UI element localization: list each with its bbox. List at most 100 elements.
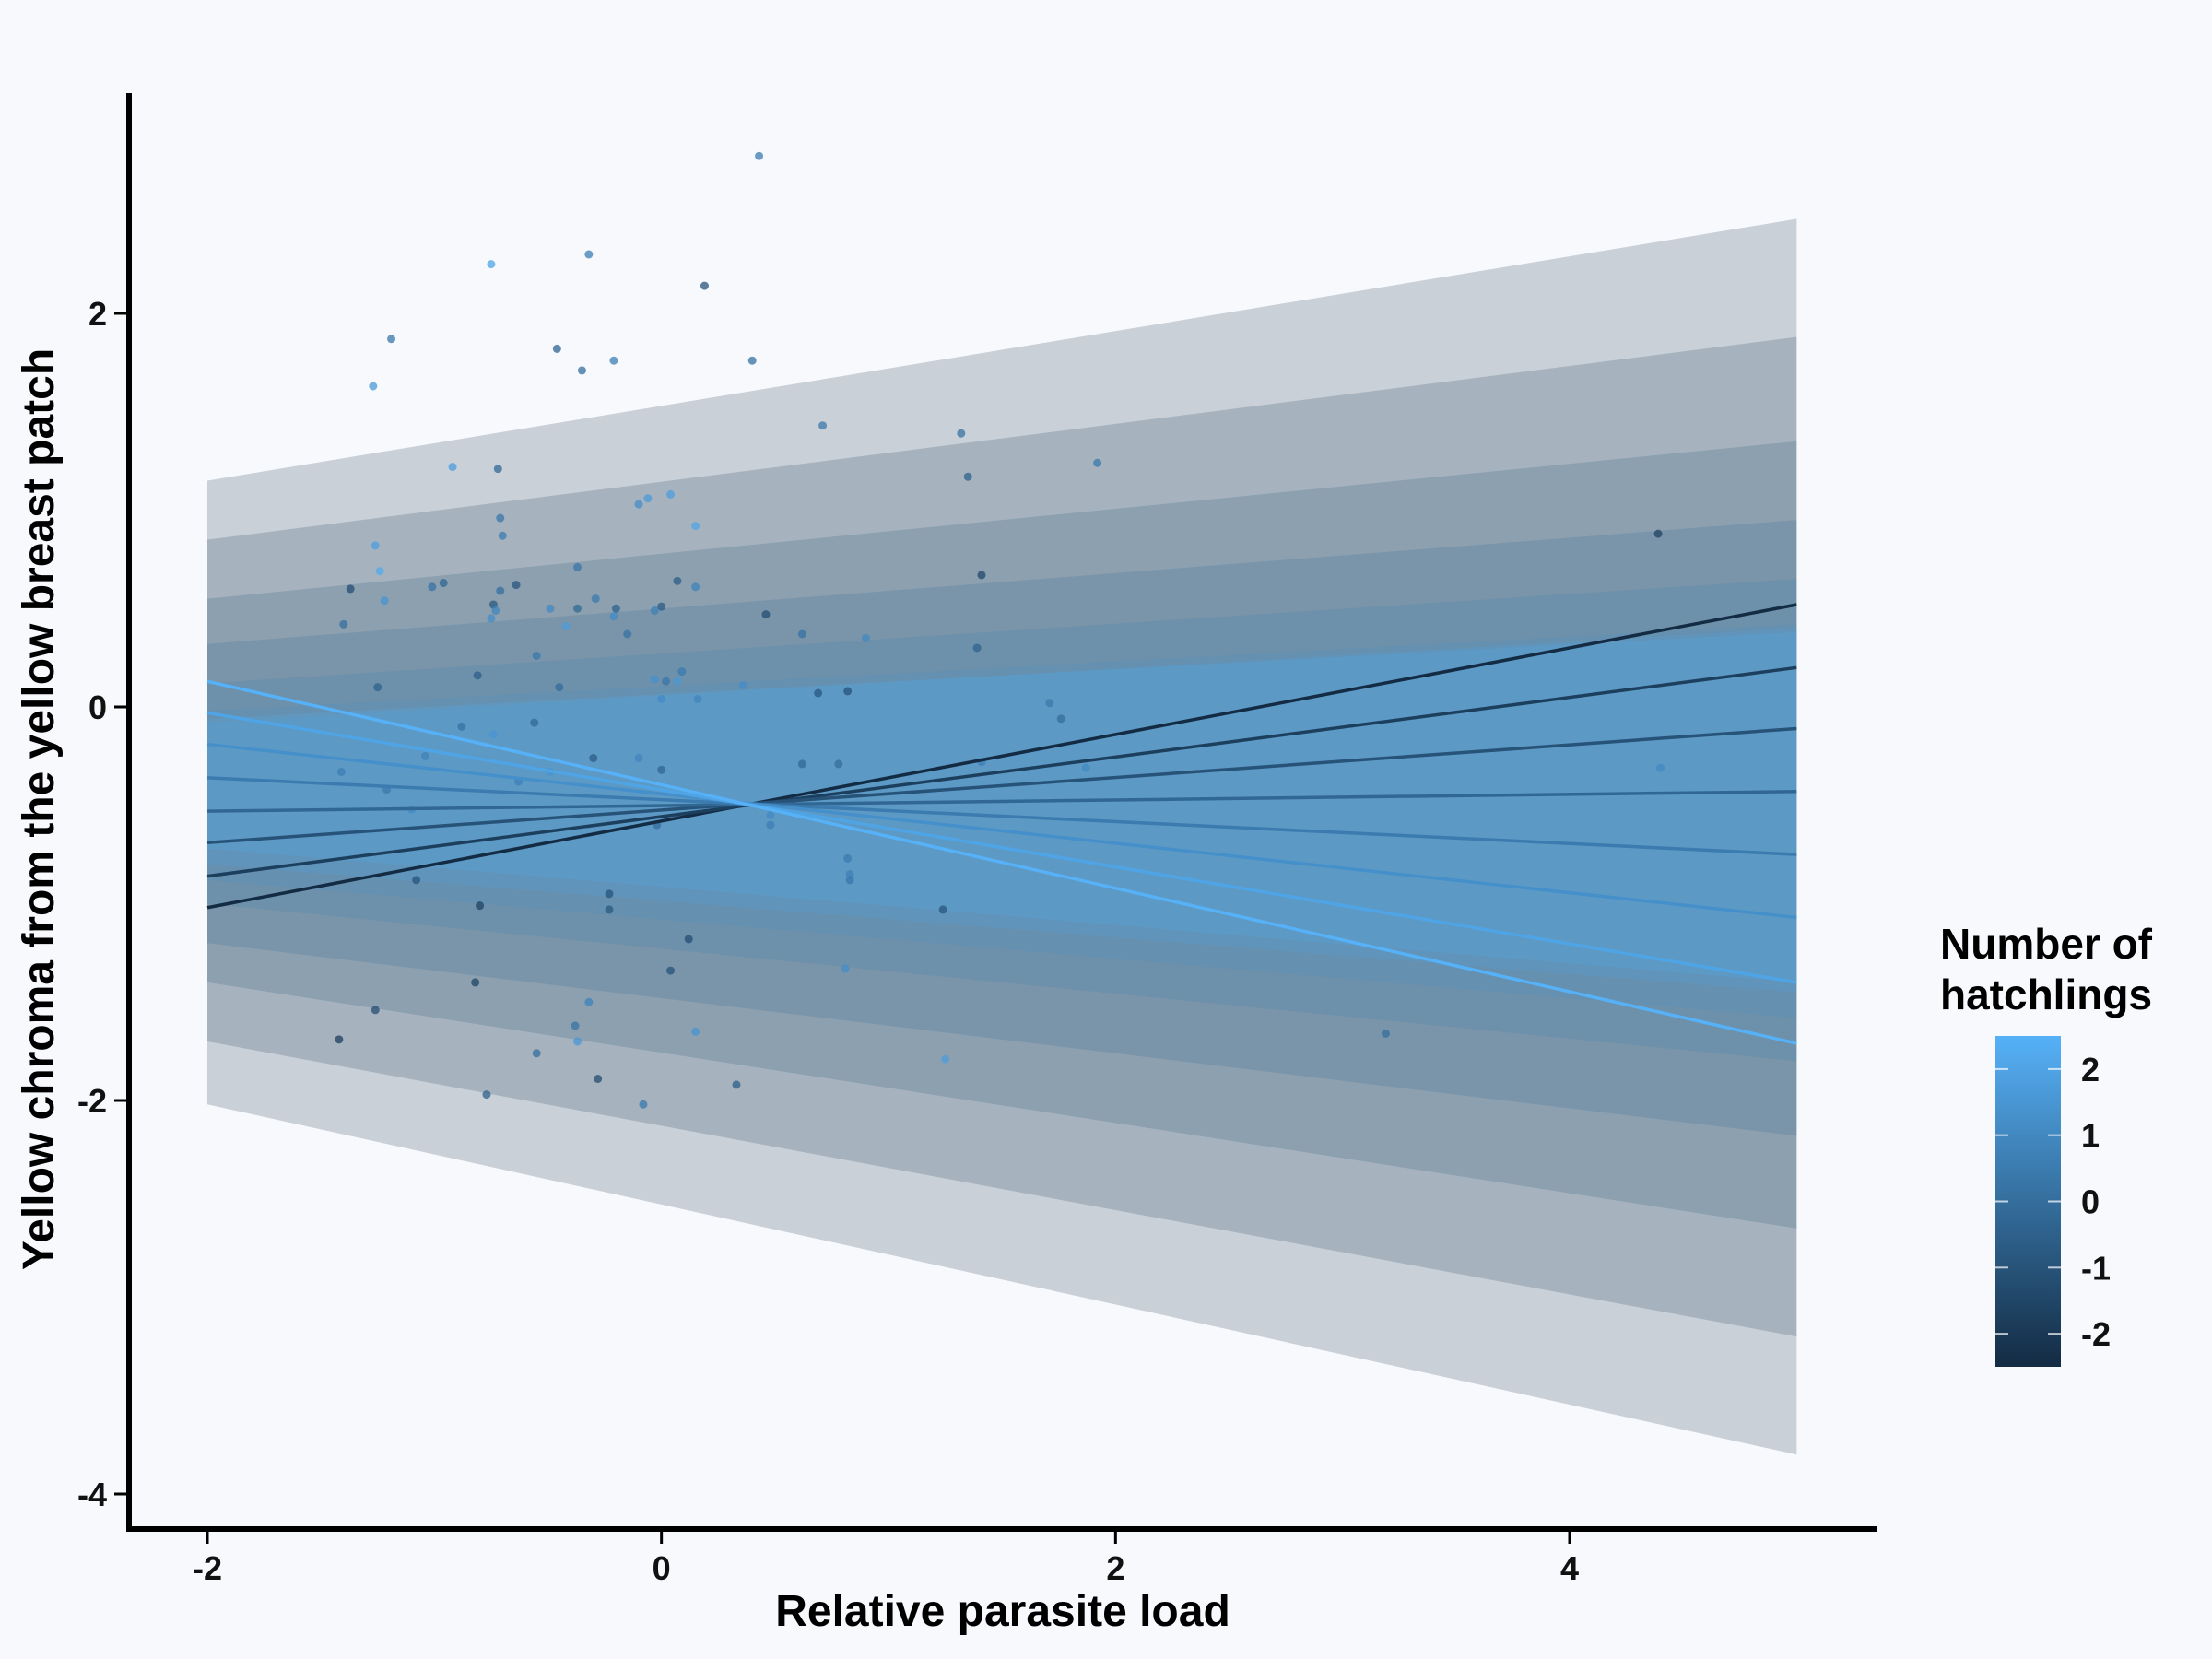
data-point [662, 677, 671, 686]
regression-lines [206, 603, 1797, 1045]
data-point [766, 810, 775, 819]
legend-tick-label: 1 [2081, 1117, 2100, 1155]
data-point [1653, 529, 1663, 538]
data-point [797, 629, 806, 639]
data-point [797, 759, 806, 769]
data-point [609, 612, 618, 621]
data-point [375, 567, 384, 576]
data-point [657, 602, 666, 611]
data-point [972, 643, 982, 653]
data-point [555, 683, 564, 692]
data-point [657, 765, 666, 774]
data-point [755, 151, 764, 160]
y-tick-label: 0 [88, 688, 107, 726]
data-point [346, 584, 355, 594]
data-point [584, 997, 594, 1006]
data-point [571, 1021, 580, 1030]
data-point [573, 562, 582, 571]
y-tick-label: -2 [77, 1082, 107, 1120]
y-tick-label: 2 [88, 295, 107, 333]
regression-line [206, 726, 1797, 845]
data-point [623, 629, 632, 639]
legend-tick-label: 0 [2081, 1183, 2100, 1221]
data-point [677, 667, 687, 677]
data-point [589, 754, 598, 763]
data-point [561, 621, 571, 630]
confidence-band [207, 520, 1797, 1136]
data-point [666, 489, 676, 499]
data-point [861, 633, 870, 642]
data-point [1081, 763, 1090, 772]
data-point [371, 541, 380, 550]
data-point [738, 681, 747, 690]
data-point [532, 651, 541, 660]
data-point [336, 767, 346, 776]
legend: Number of hatchlings 2 1 0 -1 -2 [1940, 920, 2153, 1367]
data-point [611, 604, 620, 613]
data-point [373, 683, 382, 692]
data-point [491, 606, 500, 615]
data-point [700, 281, 709, 290]
data-point [339, 619, 348, 629]
data-point [488, 730, 498, 739]
confidence-band [207, 441, 1797, 1229]
data-point [684, 935, 693, 944]
data-point [957, 429, 966, 438]
data-point [1381, 1029, 1390, 1038]
data-point [573, 604, 582, 613]
data-point [834, 759, 843, 769]
data-point [448, 463, 457, 472]
data-point [577, 366, 586, 375]
data-point [818, 421, 828, 430]
data-point [530, 718, 539, 727]
confidence-band [207, 579, 1797, 1062]
data-point [843, 853, 853, 863]
data-point [1056, 714, 1065, 724]
confidence-band [207, 218, 1797, 1455]
data-point [428, 582, 437, 592]
regression-line [206, 679, 1797, 1045]
data-point [650, 606, 659, 615]
data-point [371, 1006, 380, 1015]
data-point [387, 335, 396, 344]
regression-line [206, 665, 1797, 878]
data-point [584, 250, 594, 259]
data-point [605, 905, 614, 914]
data-point [552, 344, 561, 353]
x-tick-label: 4 [1560, 1549, 1579, 1587]
regression-line [206, 603, 1797, 910]
y-ticks: -4 -2 0 2 [77, 295, 126, 1513]
data-point [761, 610, 771, 619]
legend-tick-label: -2 [2081, 1315, 2111, 1353]
data-point [1093, 458, 1102, 467]
data-point [691, 522, 700, 531]
data-point [657, 694, 666, 703]
data-point [605, 889, 614, 899]
regression-line [206, 790, 1797, 813]
data-point [487, 260, 496, 269]
regression-line [206, 776, 1797, 856]
data-point [335, 1035, 344, 1044]
data-point [941, 1054, 950, 1064]
data-point [673, 576, 682, 585]
data-point [732, 1080, 741, 1089]
data-point [546, 604, 555, 613]
data-point [369, 382, 378, 391]
x-tick-label: 2 [1106, 1549, 1124, 1587]
data-point [609, 356, 618, 365]
regression-line [206, 711, 1797, 984]
legend-tick-label: 2 [2081, 1051, 2100, 1088]
data-point [693, 694, 702, 703]
data-point [977, 571, 986, 580]
data-point [963, 472, 972, 481]
data-point [845, 869, 854, 878]
data-point [639, 1100, 648, 1109]
data-point [471, 978, 480, 987]
data-point [814, 688, 823, 698]
data-point [496, 586, 505, 595]
data-point [380, 596, 389, 606]
data-point [512, 581, 521, 590]
data-point [487, 614, 496, 623]
data-point [493, 465, 502, 474]
